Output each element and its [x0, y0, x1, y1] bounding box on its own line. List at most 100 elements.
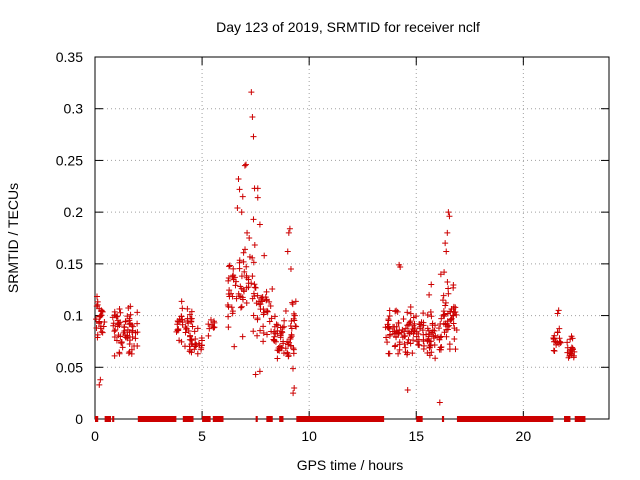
data-point: [292, 323, 299, 330]
data-point: [556, 325, 563, 332]
data-point: [270, 329, 277, 336]
data-point: [192, 336, 199, 343]
data-point: [94, 298, 101, 305]
data-point: [241, 268, 248, 275]
data-point: [243, 272, 250, 279]
data-point: [233, 295, 240, 302]
data-point: [99, 308, 106, 315]
data-point: [120, 329, 127, 336]
data-point: [225, 303, 232, 310]
data-point: [206, 325, 213, 332]
data-point: [196, 342, 203, 349]
data-point: [266, 318, 273, 325]
data-point: [438, 315, 445, 322]
data-point: [189, 323, 196, 330]
data-point: [435, 325, 442, 332]
data-point: [448, 306, 455, 313]
data-point: [111, 328, 118, 335]
data-point: [210, 318, 217, 325]
x-tick-label: 15: [408, 428, 424, 444]
y-tick-label: 0.15: [56, 256, 83, 272]
data-point: [251, 185, 258, 192]
chart-title: Day 123 of 2019, SRMTID for receiver ncl…: [216, 19, 480, 35]
data-point: [439, 297, 446, 304]
data-point: [240, 258, 247, 265]
data-point: [553, 341, 560, 348]
data-point: [288, 325, 295, 332]
data-point: [240, 249, 247, 256]
data-point: [183, 325, 190, 332]
data-point: [434, 334, 441, 341]
data-point: [282, 345, 289, 352]
data-point: [420, 346, 427, 353]
data-point: [179, 316, 186, 323]
data-point: [393, 307, 400, 314]
data-point: [285, 229, 292, 236]
data-point: [237, 304, 244, 311]
data-point: [111, 308, 118, 315]
data-point: [246, 235, 253, 241]
data-point: [420, 331, 427, 338]
data-point: [446, 341, 453, 348]
data-point: [281, 317, 288, 324]
data-point: [114, 317, 121, 324]
data-point: [440, 312, 447, 319]
data-point: [242, 161, 249, 168]
data-point: [448, 315, 455, 322]
data-point: [452, 346, 459, 353]
data-point: [281, 323, 288, 330]
data-point: [134, 329, 141, 336]
data-point: [258, 297, 265, 304]
data-point: [567, 349, 574, 356]
data-point: [432, 355, 439, 362]
data-point: [184, 305, 191, 312]
data-point: [291, 384, 298, 391]
data-point: [238, 209, 245, 216]
data-point: [191, 328, 198, 335]
data-point: [404, 387, 411, 394]
data-point: [444, 310, 451, 317]
data-point: [111, 352, 118, 359]
data-points: [93, 89, 578, 406]
data-point: [451, 325, 458, 332]
data-point: [289, 299, 296, 306]
y-tick-label: 0.25: [56, 152, 83, 168]
data-point: [229, 308, 236, 315]
data-point: [386, 312, 393, 319]
data-point: [94, 293, 101, 300]
data-point: [568, 344, 575, 351]
data-point: [225, 274, 232, 281]
data-point: [404, 339, 411, 346]
data-point: [290, 390, 297, 397]
data-point: [175, 318, 182, 325]
data-point: [276, 347, 283, 354]
data-point: [240, 288, 247, 295]
data-point: [226, 287, 233, 294]
data-point: [241, 162, 248, 169]
data-point: [289, 301, 296, 308]
data-point: [394, 308, 401, 315]
data-point: [407, 310, 414, 317]
data-point: [96, 318, 103, 325]
data-point: [254, 316, 261, 323]
data-point: [569, 335, 576, 342]
data-point: [98, 308, 105, 315]
data-point: [229, 273, 236, 280]
data-point: [232, 282, 239, 289]
data-point: [438, 333, 445, 340]
data-point: [274, 355, 281, 362]
data-point: [236, 259, 243, 266]
data-point: [184, 318, 191, 325]
data-point: [285, 341, 292, 348]
data-point: [443, 333, 450, 340]
data-point: [113, 313, 120, 320]
data-point: [198, 335, 205, 342]
data-point: [290, 350, 297, 357]
data-point: [287, 334, 294, 341]
data-point: [383, 334, 390, 341]
data-point: [211, 324, 218, 331]
data-point: [121, 324, 128, 331]
data-point: [264, 308, 271, 315]
data-point: [280, 340, 287, 347]
data-point: [384, 339, 391, 346]
